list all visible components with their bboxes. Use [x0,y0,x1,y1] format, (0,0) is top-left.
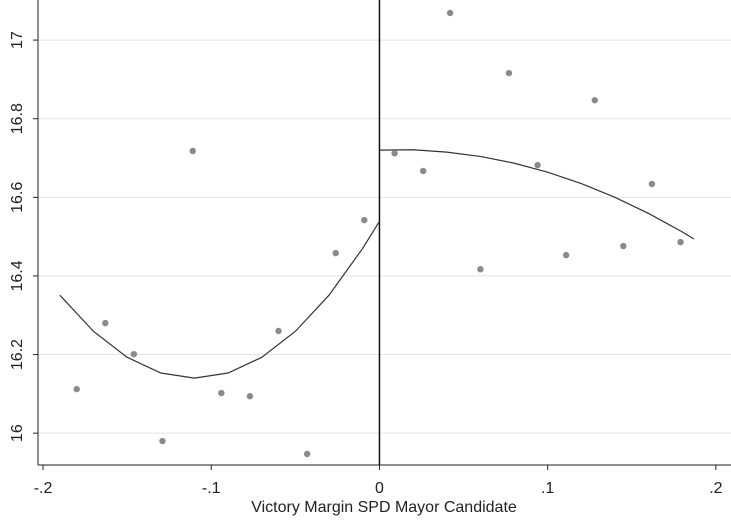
point [620,242,627,250]
point [446,9,454,17]
x-tick-label: .2 [709,480,722,497]
x-tick-label: -.1 [202,480,221,497]
fit-line [59,220,380,379]
point [275,327,282,335]
point [332,249,339,257]
point [419,167,427,175]
point [130,350,138,358]
point [391,150,398,157]
point [102,319,109,327]
point [562,251,570,259]
point [534,161,541,169]
point [505,69,513,77]
point [591,97,598,104]
point [73,385,80,393]
point [218,389,225,397]
y-tick-label: 16 [9,424,26,442]
point [648,180,656,188]
x-axis-label: Victory Margin SPD Mayor Candidate [251,499,517,516]
x-tick-label: 0 [375,480,384,497]
y-tick-label: 16.8 [9,103,26,134]
y-tick-label: 17 [9,31,26,49]
point [677,238,684,246]
x-tick-label: .1 [541,480,554,497]
y-tick-label: 16.2 [9,339,26,370]
point [477,266,484,273]
fit-line [379,149,695,240]
point [246,393,254,400]
point [159,437,166,445]
x-tick-label: -.2 [34,480,53,497]
point [361,216,368,224]
y-tick-label: 16.6 [9,182,26,213]
y-tick-label: 16.4 [9,260,26,291]
point [189,147,196,155]
point [303,450,311,458]
